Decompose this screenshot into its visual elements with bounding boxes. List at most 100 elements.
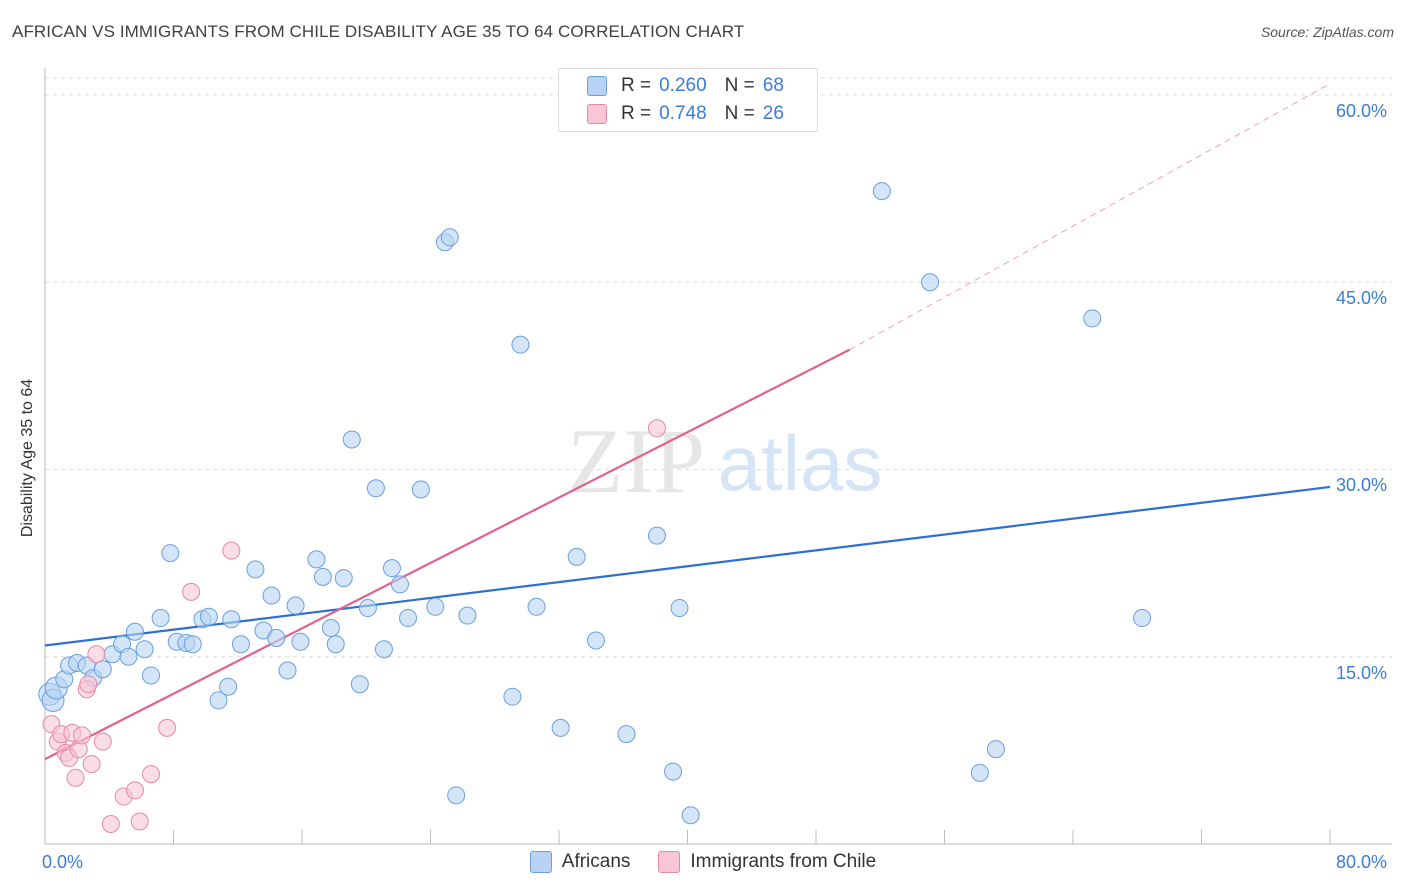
point-africans	[342, 430, 361, 449]
point-africans	[231, 635, 250, 654]
y-tick-label: 60.0%	[1336, 100, 1388, 121]
point-africans	[664, 762, 683, 781]
point-africans	[161, 544, 180, 563]
point-africans	[151, 609, 170, 628]
point-africans	[1133, 609, 1152, 628]
point-africans	[222, 610, 241, 629]
point-chile	[93, 732, 112, 751]
legend-swatch-africans	[529, 851, 552, 873]
trend-line-extension	[849, 83, 1331, 351]
point-africans	[399, 609, 418, 628]
y-tick-label: 45.0%	[1336, 288, 1388, 309]
legend-row-africans: R = 0.260 N = 68	[587, 73, 784, 99]
source-label: Source: ZipAtlas.com	[1260, 24, 1394, 40]
point-africans	[286, 596, 305, 615]
point-africans	[119, 647, 138, 666]
point-africans	[921, 273, 940, 292]
point-chile	[79, 675, 98, 694]
point-africans	[382, 559, 401, 578]
point-africans	[334, 569, 353, 588]
legend-item-chile: Immigrants from Chile	[658, 851, 876, 873]
point-africans	[567, 547, 586, 566]
point-chile	[222, 541, 241, 560]
point-africans	[617, 725, 636, 744]
trend-lines	[44, 83, 1331, 761]
x-tick-label-max: 80.0%	[1336, 852, 1388, 872]
point-africans	[1083, 309, 1102, 328]
point-africans	[390, 575, 409, 594]
y-tick-label: 15.0%	[1336, 662, 1388, 683]
point-chile	[647, 419, 666, 438]
legend-label-chile: Immigrants from Chile	[690, 851, 877, 872]
point-africans	[366, 479, 385, 498]
trend-line-chile	[44, 348, 851, 761]
point-africans	[183, 635, 202, 654]
y-tick-label: 30.0%	[1336, 475, 1388, 496]
legend-r-value-africans: 0.260	[659, 75, 707, 96]
point-africans	[872, 182, 891, 201]
point-africans	[313, 567, 332, 586]
point-chile	[87, 645, 106, 664]
axes	[44, 68, 1392, 845]
point-africans	[551, 718, 570, 737]
legend-item-africans: Africans	[529, 851, 631, 873]
watermark: ZIP atlas	[567, 410, 882, 512]
legend-n-label: N =	[724, 75, 755, 96]
y-axis-label: Disability Age 35 to 64	[19, 378, 36, 538]
point-africans	[209, 691, 228, 710]
point-africans	[670, 599, 689, 618]
point-africans	[350, 675, 369, 694]
point-africans	[440, 228, 459, 247]
point-africans	[503, 687, 522, 706]
legend-swatch-chile	[658, 851, 681, 873]
point-africans	[267, 629, 286, 648]
point-africans	[125, 622, 144, 641]
legend-n-label: N =	[724, 103, 755, 124]
point-africans	[527, 597, 546, 616]
legend-r-value-chile: 0.748	[659, 103, 707, 124]
chart-title: AFRICAN VS IMMIGRANTS FROM CHILE DISABIL…	[12, 22, 745, 41]
point-africans	[586, 631, 605, 650]
point-africans	[219, 677, 238, 696]
point-africans	[511, 335, 530, 354]
point-chile	[66, 768, 85, 787]
point-chile	[72, 726, 91, 745]
point-chile	[158, 718, 177, 737]
point-africans	[135, 640, 154, 659]
point-africans	[307, 550, 326, 569]
point-chile	[101, 815, 120, 834]
point-chile	[182, 582, 201, 601]
watermark-atlas: atlas	[718, 419, 883, 507]
point-chile	[142, 765, 161, 784]
point-africans	[358, 599, 377, 618]
legend-swatch-chile	[587, 104, 607, 124]
point-chile	[82, 755, 101, 774]
legend-r-label: R =	[621, 75, 652, 96]
watermark-zip: ZIP	[567, 410, 705, 512]
point-africans	[970, 763, 989, 782]
series-legend: Africans Immigrants from Chile	[0, 851, 1406, 873]
point-africans	[278, 661, 297, 680]
point-africans	[647, 526, 666, 545]
point-africans	[447, 786, 466, 805]
point-africans	[199, 607, 218, 626]
trend-line-africans	[44, 485, 1331, 647]
point-chile	[125, 781, 144, 800]
point-africans	[986, 740, 1005, 759]
legend-label-africans: Africans	[561, 851, 631, 872]
point-africans	[411, 480, 430, 499]
legend-row-chile: R = 0.748 N = 26	[587, 101, 784, 127]
point-africans	[681, 806, 700, 825]
point-africans	[326, 635, 345, 654]
point-africans	[291, 632, 310, 651]
x-tick-label-min: 0.0%	[42, 852, 84, 872]
point-africans	[262, 586, 281, 605]
point-africans	[93, 660, 112, 679]
point-africans	[321, 619, 340, 638]
data-points	[38, 182, 1152, 834]
point-africans	[142, 666, 161, 685]
legend-swatch-africans	[587, 76, 607, 96]
legend-r-label: R =	[621, 103, 652, 124]
point-africans	[458, 606, 477, 625]
